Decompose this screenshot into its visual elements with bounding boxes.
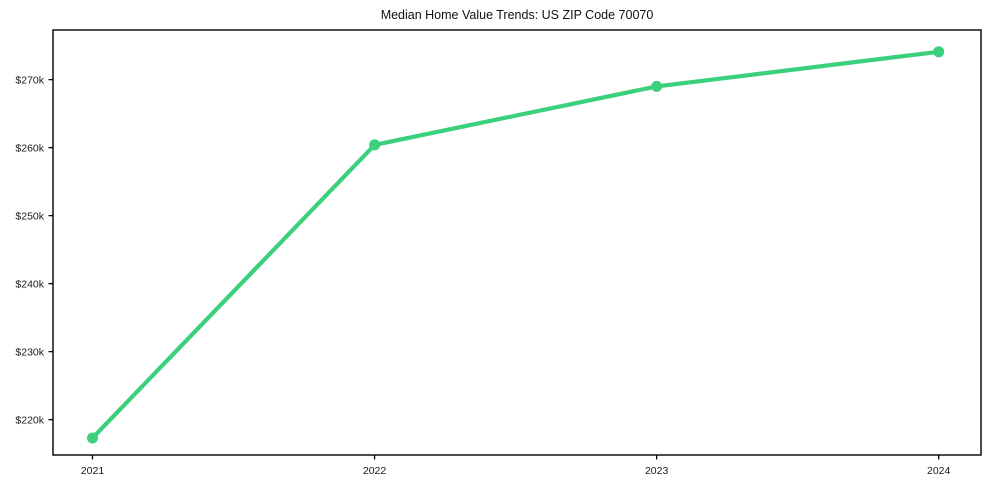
- y-tick-label: $270k: [15, 74, 44, 86]
- chart-title: Median Home Value Trends: US ZIP Code 70…: [380, 8, 654, 22]
- y-tick-label: $240k: [15, 278, 44, 290]
- data-point-marker: [369, 139, 381, 151]
- x-tick-label: 2022: [363, 465, 387, 477]
- x-tick-label: 2023: [645, 465, 669, 477]
- y-tick-label: $260k: [15, 142, 44, 154]
- data-point-marker: [87, 432, 98, 444]
- y-tick-label: $220k: [15, 414, 44, 426]
- data-point-marker: [651, 80, 663, 92]
- x-tick-label: 2024: [927, 465, 951, 477]
- x-tick-label: 2021: [81, 465, 105, 477]
- plot-border: [52, 29, 982, 456]
- data-point-marker: [933, 46, 945, 58]
- trend-line: [90, 49, 941, 441]
- y-tick-label: $250k: [15, 210, 44, 222]
- y-tick-label: $230k: [15, 346, 44, 358]
